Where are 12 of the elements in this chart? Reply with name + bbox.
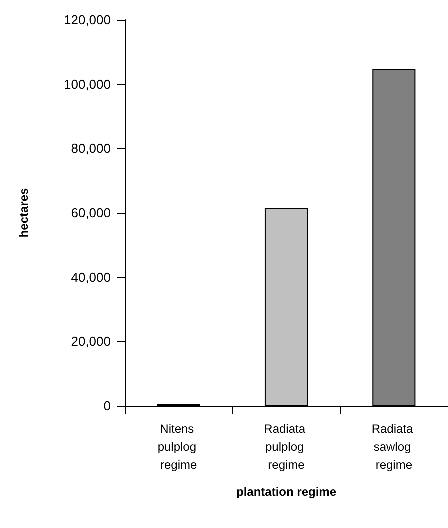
y-axis-title: hectares: [17, 188, 31, 238]
y-tick-label: 100,000: [64, 76, 111, 92]
y-tick-label: 80,000: [71, 141, 111, 156]
x-tick-label: Radiata pulplog regime: [264, 422, 309, 472]
y-tick-label: 120,000: [64, 12, 111, 28]
x-tick-label: Nitens pulplog regime: [158, 422, 200, 472]
x-tick-label: Radiata sawlog regime: [372, 422, 417, 472]
y-tick-label: 60,000: [71, 206, 111, 220]
y-tick-label: 0: [104, 398, 111, 414]
y-tick-label: 40,000: [71, 270, 111, 285]
y-tick-label: 20,000: [71, 334, 111, 350]
x-axis-title: plantation regime: [236, 485, 337, 499]
